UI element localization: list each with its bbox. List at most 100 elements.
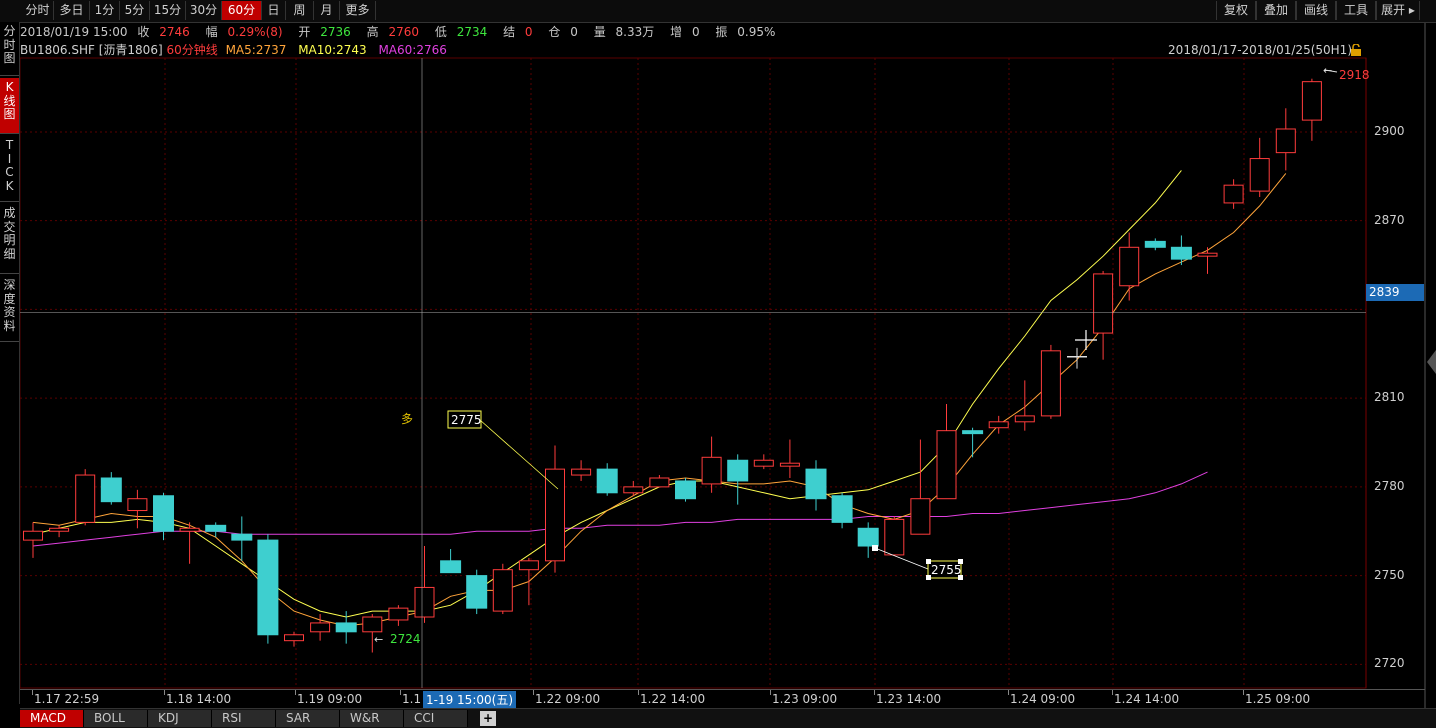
high-arrow: ← — [1323, 64, 1332, 77]
indicator-tabs: + MACD BOLL KDJ RSI SAR W&R CCI — [20, 708, 1436, 728]
candle-body-4 — [127, 498, 148, 512]
candle-body-15 — [414, 586, 435, 618]
time-axis: 1.17 22:59 1.18 14:00 1.19 09:00 1.1 1.22 09… — [20, 689, 1425, 708]
crosshair-cursor-icon — [1075, 330, 1097, 350]
expand-panel-handle[interactable] — [1427, 350, 1436, 374]
candle-body-25 — [675, 480, 696, 500]
candle-body-28 — [753, 459, 774, 467]
info-volume-label: 量 — [593, 25, 606, 39]
x-tick-4: 1.22 09:00 — [535, 692, 601, 706]
period-button-8[interactable]: 周 — [286, 1, 314, 20]
candle-body-0 — [23, 530, 43, 541]
candle-body-27 — [727, 459, 749, 482]
indicator-tab-boll[interactable]: BOLL — [84, 710, 148, 727]
info-open: 2736 — [320, 25, 351, 39]
x-tick-5: 1.22 14:00 — [640, 692, 706, 706]
period-button-7[interactable]: 日 — [262, 1, 286, 20]
period-label: 60分钟线 — [166, 43, 218, 57]
lock-icon[interactable] — [1350, 44, 1362, 56]
symbol-label: BU1806.SHF [沥青1806] — [20, 43, 163, 57]
period-button-4[interactable]: 15分 — [150, 1, 186, 20]
x-tick-mark-2 — [295, 690, 296, 695]
candle-body-48 — [1275, 128, 1296, 154]
callout-bottom-box — [927, 560, 962, 579]
indicator-tab-kdj[interactable]: KDJ — [148, 710, 212, 727]
add-indicator-button[interactable]: + — [480, 711, 496, 726]
x-tick-mark-10 — [1243, 690, 1244, 695]
indicator-tab-wr[interactable]: W&R — [340, 710, 404, 727]
candle-body-6 — [179, 527, 200, 532]
indicator-tab-macd[interactable]: MACD — [20, 710, 84, 727]
candle-body-13 — [362, 616, 383, 633]
period-button-10[interactable]: 更多 — [340, 1, 376, 20]
callout-bottom-handle-3 — [958, 575, 963, 580]
candle-body-7 — [205, 524, 227, 532]
callout-bottom-label: 2755 — [931, 563, 962, 577]
info-change: 0.29%(8) — [227, 25, 283, 39]
candle-body-2 — [75, 474, 96, 523]
info-high-label: 高 — [366, 25, 379, 39]
period-toolbar: 分时 多日 1分 5分 15分 30分 60分日周月更多 复权 叠加 画线 工具 展开 ▸ — [0, 0, 1436, 23]
indicator-tab-sar[interactable]: SAR — [276, 710, 340, 727]
callout-bottom-handle — [872, 545, 878, 551]
period-button-1[interactable]: 多日 — [54, 1, 90, 20]
candle-body-38 — [1014, 415, 1035, 423]
x-tick-8: 1.24 09:00 — [1010, 692, 1076, 706]
info-change-label: 幅 — [205, 25, 218, 39]
side-tab-3[interactable]: 成交明细 — [0, 204, 19, 274]
candle-body-21 — [571, 468, 592, 476]
crosshair-price-badge: 2839 — [1366, 284, 1424, 301]
callout-bottom-handle-1 — [958, 559, 963, 564]
callout-top-line — [479, 419, 559, 490]
candle-body-35 — [936, 430, 957, 500]
period-button-9[interactable]: 月 — [314, 1, 340, 20]
period-button-6[interactable]: 60分 — [222, 1, 262, 20]
tool-button-3[interactable]: 工具 — [1336, 1, 1376, 20]
candle-body-34 — [910, 498, 931, 535]
side-tab-0[interactable]: 分时图 — [0, 22, 19, 76]
y-tick-0: 2720 — [1374, 656, 1405, 671]
callout-top-label: 2775 — [451, 413, 482, 427]
ma5-legend: MA5:2737 — [225, 43, 287, 57]
candle-body-17 — [466, 575, 488, 609]
candle-body-33 — [884, 518, 905, 556]
callout-bottom-handle-2 — [926, 575, 931, 580]
x-tick-mark-1 — [164, 690, 165, 695]
period-button-5[interactable]: 30分 — [186, 1, 222, 20]
indicator-legend: BU1806.SHF [沥青1806] 60分钟线 MA5:2737 MA10:… — [20, 42, 447, 58]
x-tick-mark-7 — [874, 690, 875, 695]
info-datetime: 2018/01/19 15:00 — [20, 25, 128, 39]
tool-button-0[interactable]: 复权 — [1216, 1, 1256, 20]
quote-info-bar: 2018/01/19 15:00 收 2746 幅 0.29%(8) 开 273… — [20, 22, 1420, 42]
candle-body-9 — [257, 539, 279, 636]
x-tick-3: 1.1 — [402, 692, 422, 706]
low-arrow: ← — [374, 633, 383, 646]
candle-body-29 — [779, 462, 800, 467]
indicator-tab-cci[interactable]: CCI — [404, 710, 468, 727]
plot-frame — [19, 57, 1367, 689]
info-oi: 0 — [570, 25, 578, 39]
x-tick-10: 1.25 09:00 — [1245, 692, 1311, 706]
tool-button-1[interactable]: 叠加 — [1256, 1, 1296, 20]
side-tab-4[interactable]: 深度资料 — [0, 276, 19, 342]
tool-button-2[interactable]: 画线 — [1296, 1, 1336, 20]
ma60-legend: MA60:2766 — [378, 43, 447, 57]
y-tick-5: 2870 — [1374, 212, 1405, 227]
x-tick-9: 1.24 14:00 — [1114, 692, 1180, 706]
candle-body-11 — [310, 622, 331, 633]
high-marker-line — [1324, 69, 1338, 73]
period-button-0[interactable]: 分时 — [22, 1, 54, 20]
indicator-tab-rsi[interactable]: RSI — [212, 710, 276, 727]
period-button-3[interactable]: 5分 — [120, 1, 150, 20]
candle-body-47 — [1249, 158, 1270, 192]
info-close: 2746 — [159, 25, 190, 39]
callout-bottom-handle-0 — [926, 559, 931, 564]
crosshair-time-label: 1-19 15:00(五) — [423, 691, 516, 708]
period-button-2[interactable]: 1分 — [90, 1, 120, 20]
tool-button-4[interactable]: 展开 ▸ — [1376, 1, 1420, 20]
ma10-legend: MA10:2743 — [298, 43, 367, 57]
